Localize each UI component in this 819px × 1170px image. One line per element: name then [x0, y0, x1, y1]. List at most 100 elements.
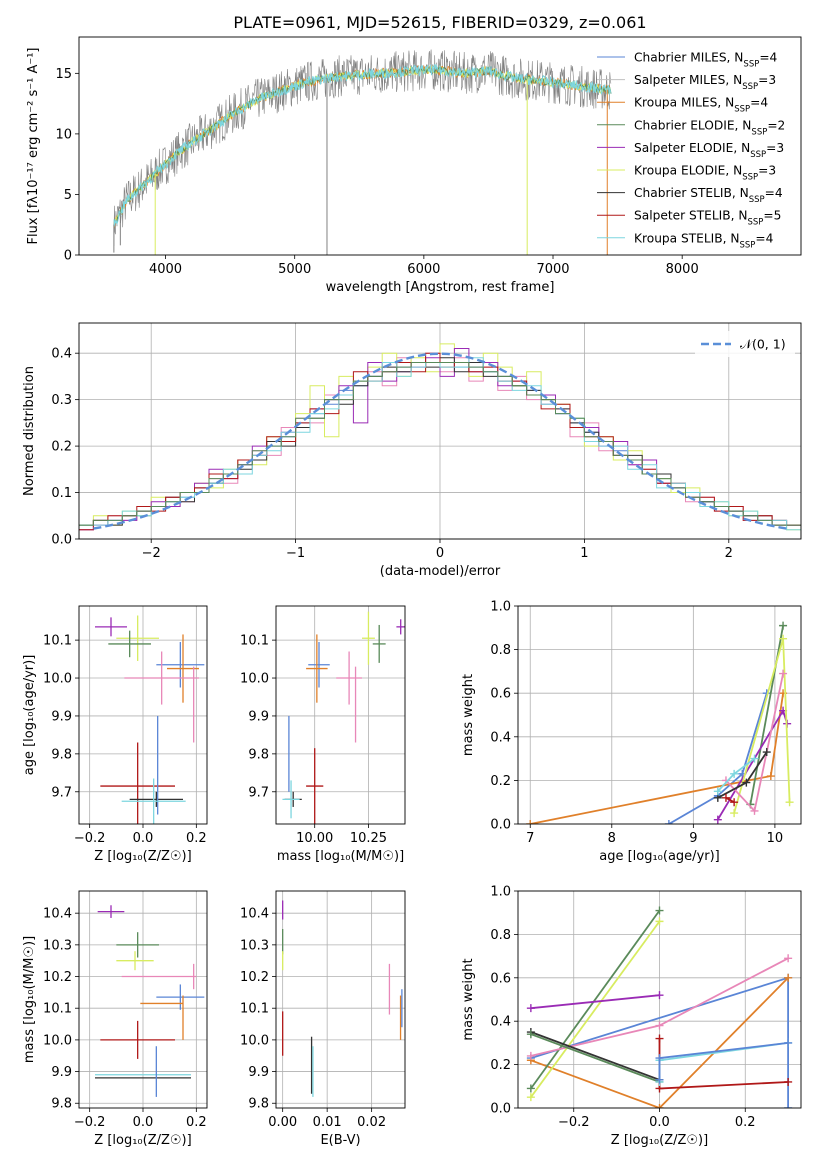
- weight-series: [530, 977, 789, 1108]
- data-point: [762, 748, 771, 757]
- axes-frame: [275, 605, 406, 825]
- data-point: [779, 669, 788, 678]
- data-point: [730, 809, 739, 818]
- x-tick-label: 0.0: [133, 1115, 154, 1130]
- x-tick-label: 10.25: [350, 831, 387, 846]
- x-tick-label: −0.2: [558, 1115, 590, 1130]
- x-tick-label: 9: [689, 831, 697, 846]
- data-point: [766, 772, 775, 781]
- data-point: [750, 806, 759, 815]
- data-point: [784, 973, 793, 982]
- legend-label: Chabrier STELIB, NSSP=4: [634, 186, 783, 205]
- y-tick-label: 0.0: [490, 1102, 511, 1117]
- x-tick-label: 2: [725, 546, 733, 561]
- y-tick-label: 9.9: [51, 1065, 72, 1080]
- y-tick-label: 0.8: [490, 928, 511, 943]
- data-point: [779, 634, 788, 643]
- data-point: [713, 815, 722, 824]
- y-tick-label: 0.4: [490, 1015, 511, 1030]
- y-tick-label: 9.8: [248, 1097, 269, 1112]
- data-point: [785, 798, 794, 807]
- x-tick-label: 8000: [666, 262, 699, 277]
- x-tick-label: −1: [286, 546, 305, 561]
- y-axis-label: age [log₁₀(age/yr)]: [22, 655, 37, 776]
- y-tick-label: 10.2: [43, 970, 72, 985]
- y-tick-label: 10.1: [240, 1002, 269, 1017]
- weight-series: [530, 994, 660, 1010]
- weight-series: [717, 708, 788, 821]
- data-point: [750, 754, 759, 763]
- legend-label: Chabrier ELODIE, NSSP=2: [634, 118, 785, 137]
- axes-frame: [78, 322, 802, 540]
- y-tick-label: 9.7: [51, 785, 72, 800]
- y-axis-label: mass weight: [461, 958, 476, 1040]
- panel-mass-vs-Z: −0.2 0.0 0.2 9.8 9.9 10.0 10.1 10.2 10.3 10.4 Z [l…: [22, 890, 208, 1148]
- data-point: [526, 820, 535, 824]
- x-tick-label: 10.00: [296, 831, 333, 846]
- legend-box: [695, 331, 795, 357]
- x-axis-label: Z [log₁₀(Z/Z☉)]: [94, 849, 191, 864]
- data-point: [526, 1051, 535, 1060]
- y-tick-label: 10.1: [43, 634, 72, 649]
- panel-mass-vs-ebv: 0.00 0.01 0.02 9.8 9.9 10.0 10.1 10.2 10.3 10.4 E(…: [240, 890, 406, 1148]
- data-point: [655, 991, 664, 1000]
- y-tick-label: 10.0: [43, 672, 72, 687]
- axes-frame: [78, 605, 208, 825]
- y-tick-label: 9.8: [248, 747, 269, 762]
- x-axis-label: mass [log₁₀(M/M☉)]: [277, 849, 404, 864]
- y-tick-label: 10.4: [240, 907, 269, 922]
- x-tick-label: 10: [767, 831, 784, 846]
- data-point: [721, 793, 730, 802]
- x-axis-label: Z [log₁₀(Z/Z☉)]: [611, 1133, 708, 1148]
- y-tick-label: 0.4: [490, 730, 511, 745]
- y-tick-label: 0.0: [490, 818, 511, 833]
- page-title: PLATE=0961, MJD=52615, FIBERID=0329, z=0…: [233, 13, 646, 32]
- legend-label: Salpeter ELODIE, NSSP=3: [634, 141, 784, 160]
- data-point: [784, 1077, 793, 1086]
- legend-label: Kroupa MILES, NSSP=4: [634, 96, 768, 115]
- data-point: [526, 1030, 535, 1039]
- x-tick-label: 0.01: [313, 1115, 342, 1130]
- y-tick-label: 0.2: [51, 440, 72, 455]
- y-tick-label: 0.4: [51, 347, 72, 362]
- x-tick-label: 0.2: [186, 831, 207, 846]
- y-tick-label: 10.0: [240, 1033, 269, 1048]
- axes-frame: [517, 890, 802, 1109]
- x-tick-label: 0: [436, 546, 444, 561]
- data-point: [655, 906, 664, 915]
- weight-series: [530, 920, 661, 1098]
- x-tick-label: 8: [608, 831, 616, 846]
- y-tick-label: 10.1: [240, 634, 269, 649]
- data-point: [742, 778, 751, 787]
- data-point: [664, 820, 673, 824]
- legend-label: Chabrier MILES, NSSP=4: [634, 51, 778, 70]
- panel-weight-vs-age: 7 8 9 10 0.0 0.2 0.4 0.6 0.8 1.0 age [log₁₀(age/yr…: [461, 600, 802, 864]
- x-tick-label: −2: [142, 546, 161, 561]
- x-tick-label: 7000: [536, 262, 569, 277]
- axes-frame: [517, 605, 802, 825]
- x-tick-label: 7: [526, 831, 534, 846]
- data-point: [784, 1038, 793, 1047]
- data-point: [655, 1104, 664, 1108]
- panel-residuals: −2 −1 0 1 2 0.0 0.1 0.2 0.3 0.4 𝒩(0, 1) (data-model…: [22, 322, 802, 579]
- y-tick-label: 9.9: [248, 709, 269, 724]
- y-tick-label: 1.0: [490, 600, 511, 615]
- x-tick-label: −0.2: [74, 1115, 106, 1130]
- y-tick-label: 15: [55, 67, 72, 82]
- normal-curve: [93, 352, 787, 530]
- x-axis-label: E(B-V): [320, 1133, 360, 1148]
- y-axis-label: Flux [fλ10⁻¹⁷ erg cm⁻² s⁻¹ A⁻¹]: [26, 48, 41, 245]
- data-point: [784, 954, 793, 963]
- legend-label: Kroupa ELODIE, NSSP=3: [634, 164, 776, 183]
- legend-label: Salpeter STELIB, NSSP=5: [634, 209, 781, 228]
- x-tick-label: 0.2: [186, 1115, 207, 1130]
- x-tick-label: 0.00: [268, 1115, 297, 1130]
- panel-spectrum: 4000 5000 6000 7000 8000 0 5 10 15 Chabrier MILES…: [26, 36, 802, 295]
- y-tick-label: 9.8: [51, 747, 72, 762]
- y-tick-label: 10: [55, 127, 72, 142]
- y-tick-label: 0.8: [490, 643, 511, 658]
- data-point: [779, 621, 788, 630]
- y-axis-label: mass [log₁₀(M/M☉)]: [22, 936, 37, 1063]
- data-point: [655, 1034, 664, 1043]
